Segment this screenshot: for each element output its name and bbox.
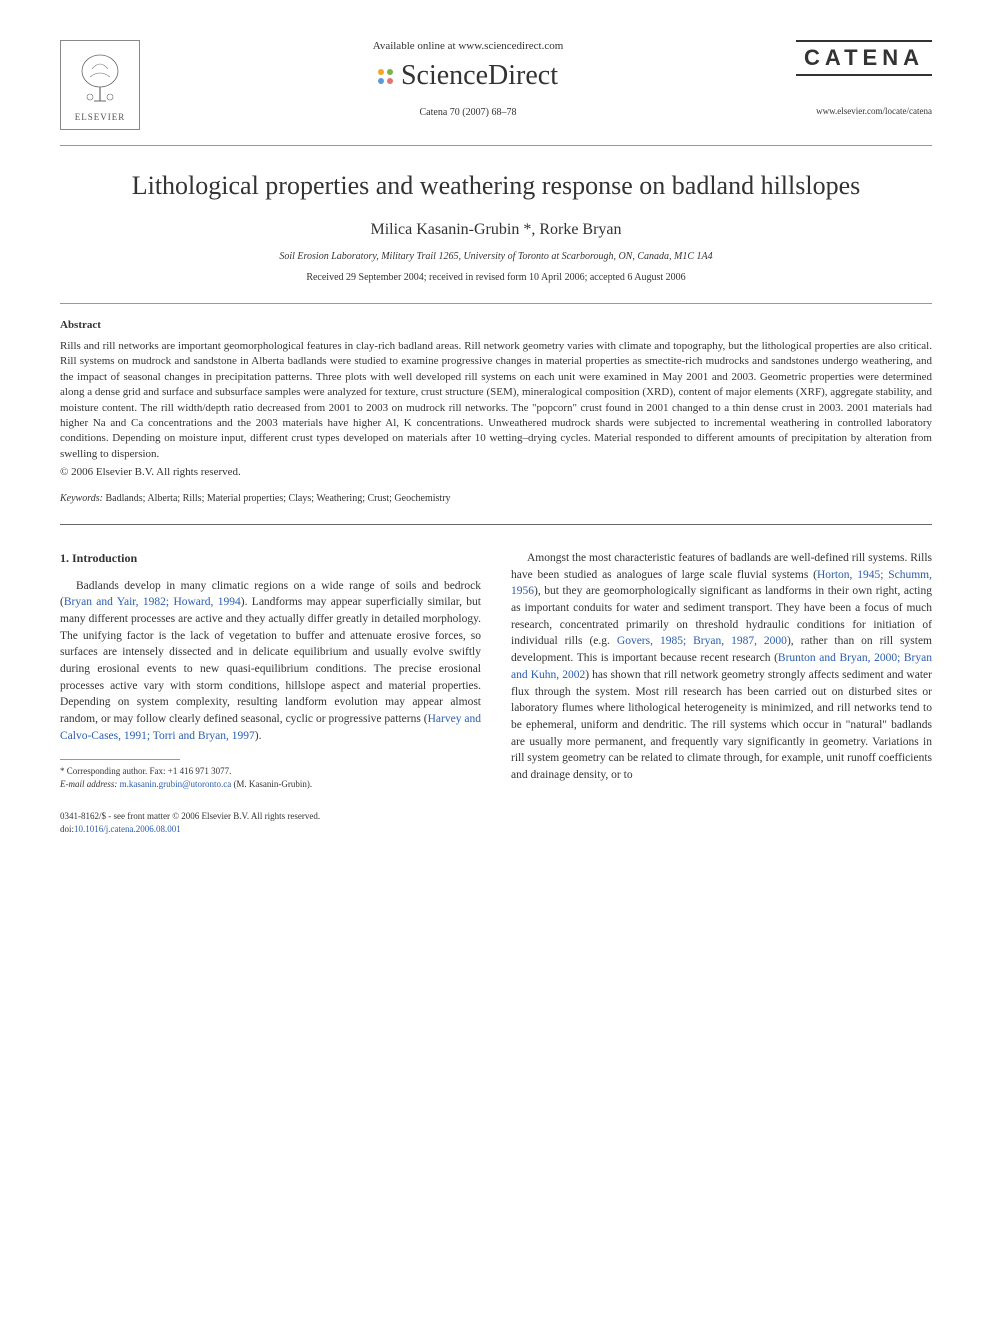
abstract-heading: Abstract xyxy=(60,319,932,331)
center-header: Available online at www.sciencedirect.co… xyxy=(140,40,796,118)
para-text: ). xyxy=(255,730,262,742)
front-matter-line: 0341-8162/$ - see front matter © 2006 El… xyxy=(60,810,481,823)
email-author: (M. Kasanin-Grubin). xyxy=(233,779,312,789)
footnote-divider xyxy=(60,759,180,760)
keywords-text: Badlands; Alberta; Rills; Material prope… xyxy=(105,493,450,504)
header-divider xyxy=(60,145,932,146)
footnote-block: * Corresponding author. Fax: +1 416 971 … xyxy=(60,765,481,790)
citation-link[interactable]: Bryan and Yair, 1982; Howard, 1994 xyxy=(64,596,241,608)
sciencedirect-logo: ScienceDirect xyxy=(160,60,776,92)
footer-block: 0341-8162/$ - see front matter © 2006 El… xyxy=(60,810,481,835)
abstract-text: Rills and rill networks are important ge… xyxy=(60,339,932,462)
sd-dot xyxy=(378,78,384,84)
citation-link[interactable]: Govers, 1985; Bryan, 1987, 2000 xyxy=(617,635,787,647)
elsevier-label: ELSEVIER xyxy=(75,112,126,122)
journal-url: www.elsevier.com/locate/catena xyxy=(796,106,932,116)
para-text: ) has shown that rill network geometry s… xyxy=(511,669,932,781)
authors: Milica Kasanin-Grubin *, Rorke Bryan xyxy=(60,221,932,239)
elsevier-tree-icon xyxy=(70,49,130,109)
body-paragraph: Badlands develop in many climatic region… xyxy=(60,578,481,745)
available-online-text: Available online at www.sciencedirect.co… xyxy=(160,40,776,52)
post-abstract-divider xyxy=(60,524,932,525)
pre-abstract-divider xyxy=(60,303,932,304)
journal-name: CATENA xyxy=(796,40,932,76)
email-line: E-mail address: m.kasanin.grubin@utoront… xyxy=(60,778,481,791)
journal-header: ELSEVIER Available online at www.science… xyxy=(60,40,932,130)
email-label: E-mail address: xyxy=(60,779,117,789)
para-text: ). Landforms may appear superficially si… xyxy=(60,596,481,725)
citation-line: Catena 70 (2007) 68–78 xyxy=(160,107,776,118)
email-link[interactable]: m.kasanin.grubin@utoronto.ca xyxy=(120,779,232,789)
column-left: 1. Introduction Badlands develop in many… xyxy=(60,550,481,835)
sciencedirect-dots-icon xyxy=(378,69,393,84)
article-dates: Received 29 September 2004; received in … xyxy=(60,272,932,283)
doi-label: doi: xyxy=(60,824,74,834)
body-paragraph: Amongst the most characteristic features… xyxy=(511,550,932,783)
sd-dot xyxy=(387,69,393,75)
keywords-line: Keywords: Badlands; Alberta; Rills; Mate… xyxy=(60,493,932,504)
sd-dot xyxy=(387,78,393,84)
doi-link[interactable]: 10.1016/j.catena.2006.08.001 xyxy=(74,824,181,834)
corresponding-author: * Corresponding author. Fax: +1 416 971 … xyxy=(60,765,481,778)
sd-dot xyxy=(378,69,384,75)
doi-line: doi:10.1016/j.catena.2006.08.001 xyxy=(60,823,481,836)
affiliation: Soil Erosion Laboratory, Military Trail … xyxy=(60,251,932,262)
section-heading-introduction: 1. Introduction xyxy=(60,550,481,567)
article-title: Lithological properties and weathering r… xyxy=(60,171,932,201)
column-right: Amongst the most characteristic features… xyxy=(511,550,932,835)
sciencedirect-text: ScienceDirect xyxy=(401,60,558,92)
abstract-copyright: © 2006 Elsevier B.V. All rights reserved… xyxy=(60,466,932,478)
body-columns: 1. Introduction Badlands develop in many… xyxy=(60,550,932,835)
journal-box: CATENA www.elsevier.com/locate/catena xyxy=(796,40,932,116)
elsevier-logo: ELSEVIER xyxy=(60,40,140,130)
keywords-label: Keywords: xyxy=(60,493,103,504)
